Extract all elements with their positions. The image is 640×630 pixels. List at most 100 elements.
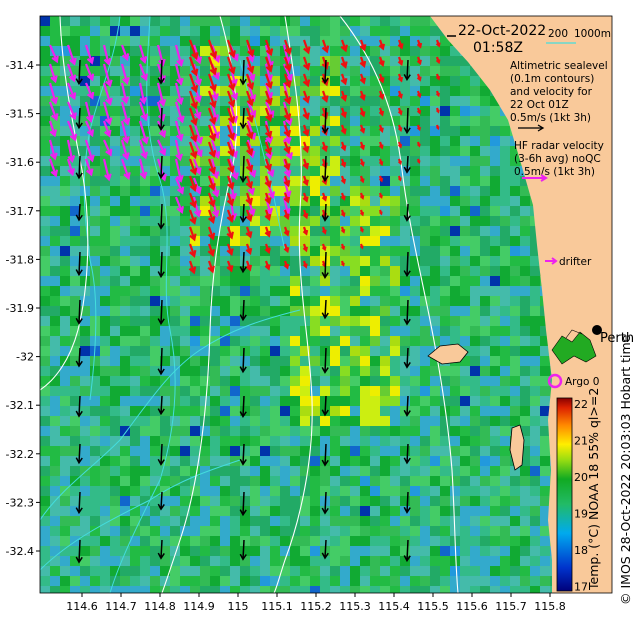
velocity-arrow bbox=[340, 39, 348, 53]
velocity-arrow bbox=[245, 39, 255, 58]
velocity-arrow bbox=[188, 73, 199, 93]
velocity-arrow bbox=[264, 124, 273, 139]
swan-river bbox=[551, 329, 597, 365]
velocity-arrow bbox=[264, 226, 272, 238]
velocity-arrow bbox=[239, 491, 247, 517]
velocity-arrow bbox=[378, 39, 386, 51]
velocity-arrow bbox=[264, 243, 271, 255]
velocity-arrow bbox=[245, 175, 254, 190]
velocity-arrow bbox=[321, 107, 329, 135]
velocity-arrow bbox=[435, 56, 441, 65]
velocity-arrow bbox=[188, 192, 197, 209]
velocity-arrow bbox=[416, 73, 422, 82]
x-tick-label: 115.6 bbox=[456, 600, 488, 613]
velocity-arrow bbox=[84, 63, 95, 82]
x-tick-label: 115.4 bbox=[378, 600, 410, 613]
velocity-arrow bbox=[174, 82, 184, 106]
velocity-arrow bbox=[207, 73, 217, 93]
velocity-arrow bbox=[264, 141, 273, 156]
velocity-arrow bbox=[226, 243, 234, 256]
velocity-arrow bbox=[192, 139, 203, 158]
velocity-arrow bbox=[265, 101, 275, 119]
velocity-arrow bbox=[157, 139, 167, 157]
velocity-arrow bbox=[245, 56, 255, 74]
x-tick-label: 115.7 bbox=[495, 600, 527, 613]
velocity-arrow bbox=[321, 203, 329, 222]
velocity-arrow bbox=[283, 124, 292, 138]
velocity-arrow bbox=[102, 101, 113, 126]
velocity-arrow bbox=[48, 158, 59, 178]
velocity-arrow bbox=[192, 196, 202, 218]
velocity-arrow bbox=[340, 192, 346, 201]
velocity-arrow bbox=[321, 59, 329, 85]
velocity-arrow bbox=[120, 120, 130, 145]
velocity-arrow bbox=[378, 175, 384, 183]
velocity-arrow bbox=[283, 260, 290, 270]
velocity-arrow bbox=[247, 101, 257, 119]
velocity-arrow bbox=[283, 243, 290, 254]
velocity-arrow bbox=[174, 101, 185, 124]
velocity-arrow bbox=[340, 226, 346, 234]
velocity-arrow bbox=[239, 59, 247, 86]
velocity-arrow bbox=[340, 158, 347, 168]
velocity-arrow bbox=[340, 209, 346, 218]
radar-scale-arrow-icon bbox=[522, 174, 548, 182]
velocity-arrow bbox=[264, 107, 273, 123]
velocity-arrow bbox=[264, 192, 272, 205]
velocity-arrow bbox=[359, 56, 367, 68]
velocity-arrow bbox=[157, 395, 165, 416]
x-tick-label: 115.8 bbox=[534, 600, 566, 613]
velocity-arrow bbox=[188, 226, 197, 242]
velocity-arrow bbox=[239, 299, 247, 322]
velocity-arrow bbox=[174, 120, 184, 142]
colorbar bbox=[556, 397, 573, 592]
velocity-arrow bbox=[397, 90, 403, 100]
x-axis: 114.6 114.7 114.8 114.9 115 115.1 115.2 115.3 11… bbox=[66, 593, 566, 613]
velocity-arrow bbox=[66, 101, 77, 121]
velocity-arrow bbox=[403, 59, 411, 82]
velocity-arrow bbox=[226, 124, 235, 141]
velocity-arrow bbox=[66, 139, 76, 163]
velocity-arrow bbox=[283, 90, 292, 105]
x-tick-label: 115.3 bbox=[339, 600, 371, 613]
x-tick-label: 115.2 bbox=[300, 600, 332, 613]
velocity-arrow bbox=[48, 139, 58, 161]
velocity-arrow bbox=[188, 175, 198, 192]
velocity-arrow bbox=[359, 141, 366, 151]
velocity-arrow bbox=[157, 107, 165, 132]
velocity-arrow bbox=[120, 101, 131, 126]
y-tick-label: -31.9 bbox=[6, 302, 34, 315]
velocity-arrow bbox=[302, 39, 311, 55]
rottnest-island bbox=[427, 343, 469, 365]
velocity-arrow bbox=[397, 141, 403, 149]
velocity-arrow bbox=[48, 82, 59, 105]
argo-float-icon bbox=[547, 373, 563, 389]
y-tick-label: -31.8 bbox=[6, 253, 34, 266]
velocity-arrow bbox=[245, 226, 253, 239]
velocity-arrow bbox=[435, 73, 441, 81]
altimetry-legend-line: (0.1m contours) bbox=[510, 73, 594, 85]
velocity-arrow bbox=[75, 107, 83, 130]
velocity-arrow bbox=[66, 82, 77, 101]
perth-marker bbox=[592, 325, 602, 335]
velocity-arrow bbox=[378, 56, 385, 68]
map-date: 22-Oct-2022 bbox=[458, 23, 546, 39]
velocity-arrow bbox=[302, 158, 310, 170]
velocity-arrow bbox=[378, 124, 384, 133]
scale-depth-label: 1000m bbox=[574, 28, 611, 40]
velocity-arrow bbox=[264, 39, 274, 57]
velocity-arrow bbox=[416, 107, 422, 115]
velocity-arrow bbox=[321, 251, 329, 279]
velocity-arrow bbox=[321, 395, 329, 417]
x-tick-label: 114.7 bbox=[105, 600, 137, 613]
velocity-arrow bbox=[207, 192, 216, 208]
velocity-arrow bbox=[378, 90, 385, 100]
velocity-arrow bbox=[226, 192, 235, 207]
velocity-arrow bbox=[226, 175, 235, 191]
y-tick-label: -31.7 bbox=[6, 205, 34, 218]
velocity-arrow bbox=[226, 226, 234, 240]
velocity-arrow bbox=[207, 56, 218, 76]
velocity-arrow bbox=[239, 155, 247, 183]
map-time: 01:58Z bbox=[473, 40, 523, 56]
velocity-arrow bbox=[302, 124, 310, 137]
